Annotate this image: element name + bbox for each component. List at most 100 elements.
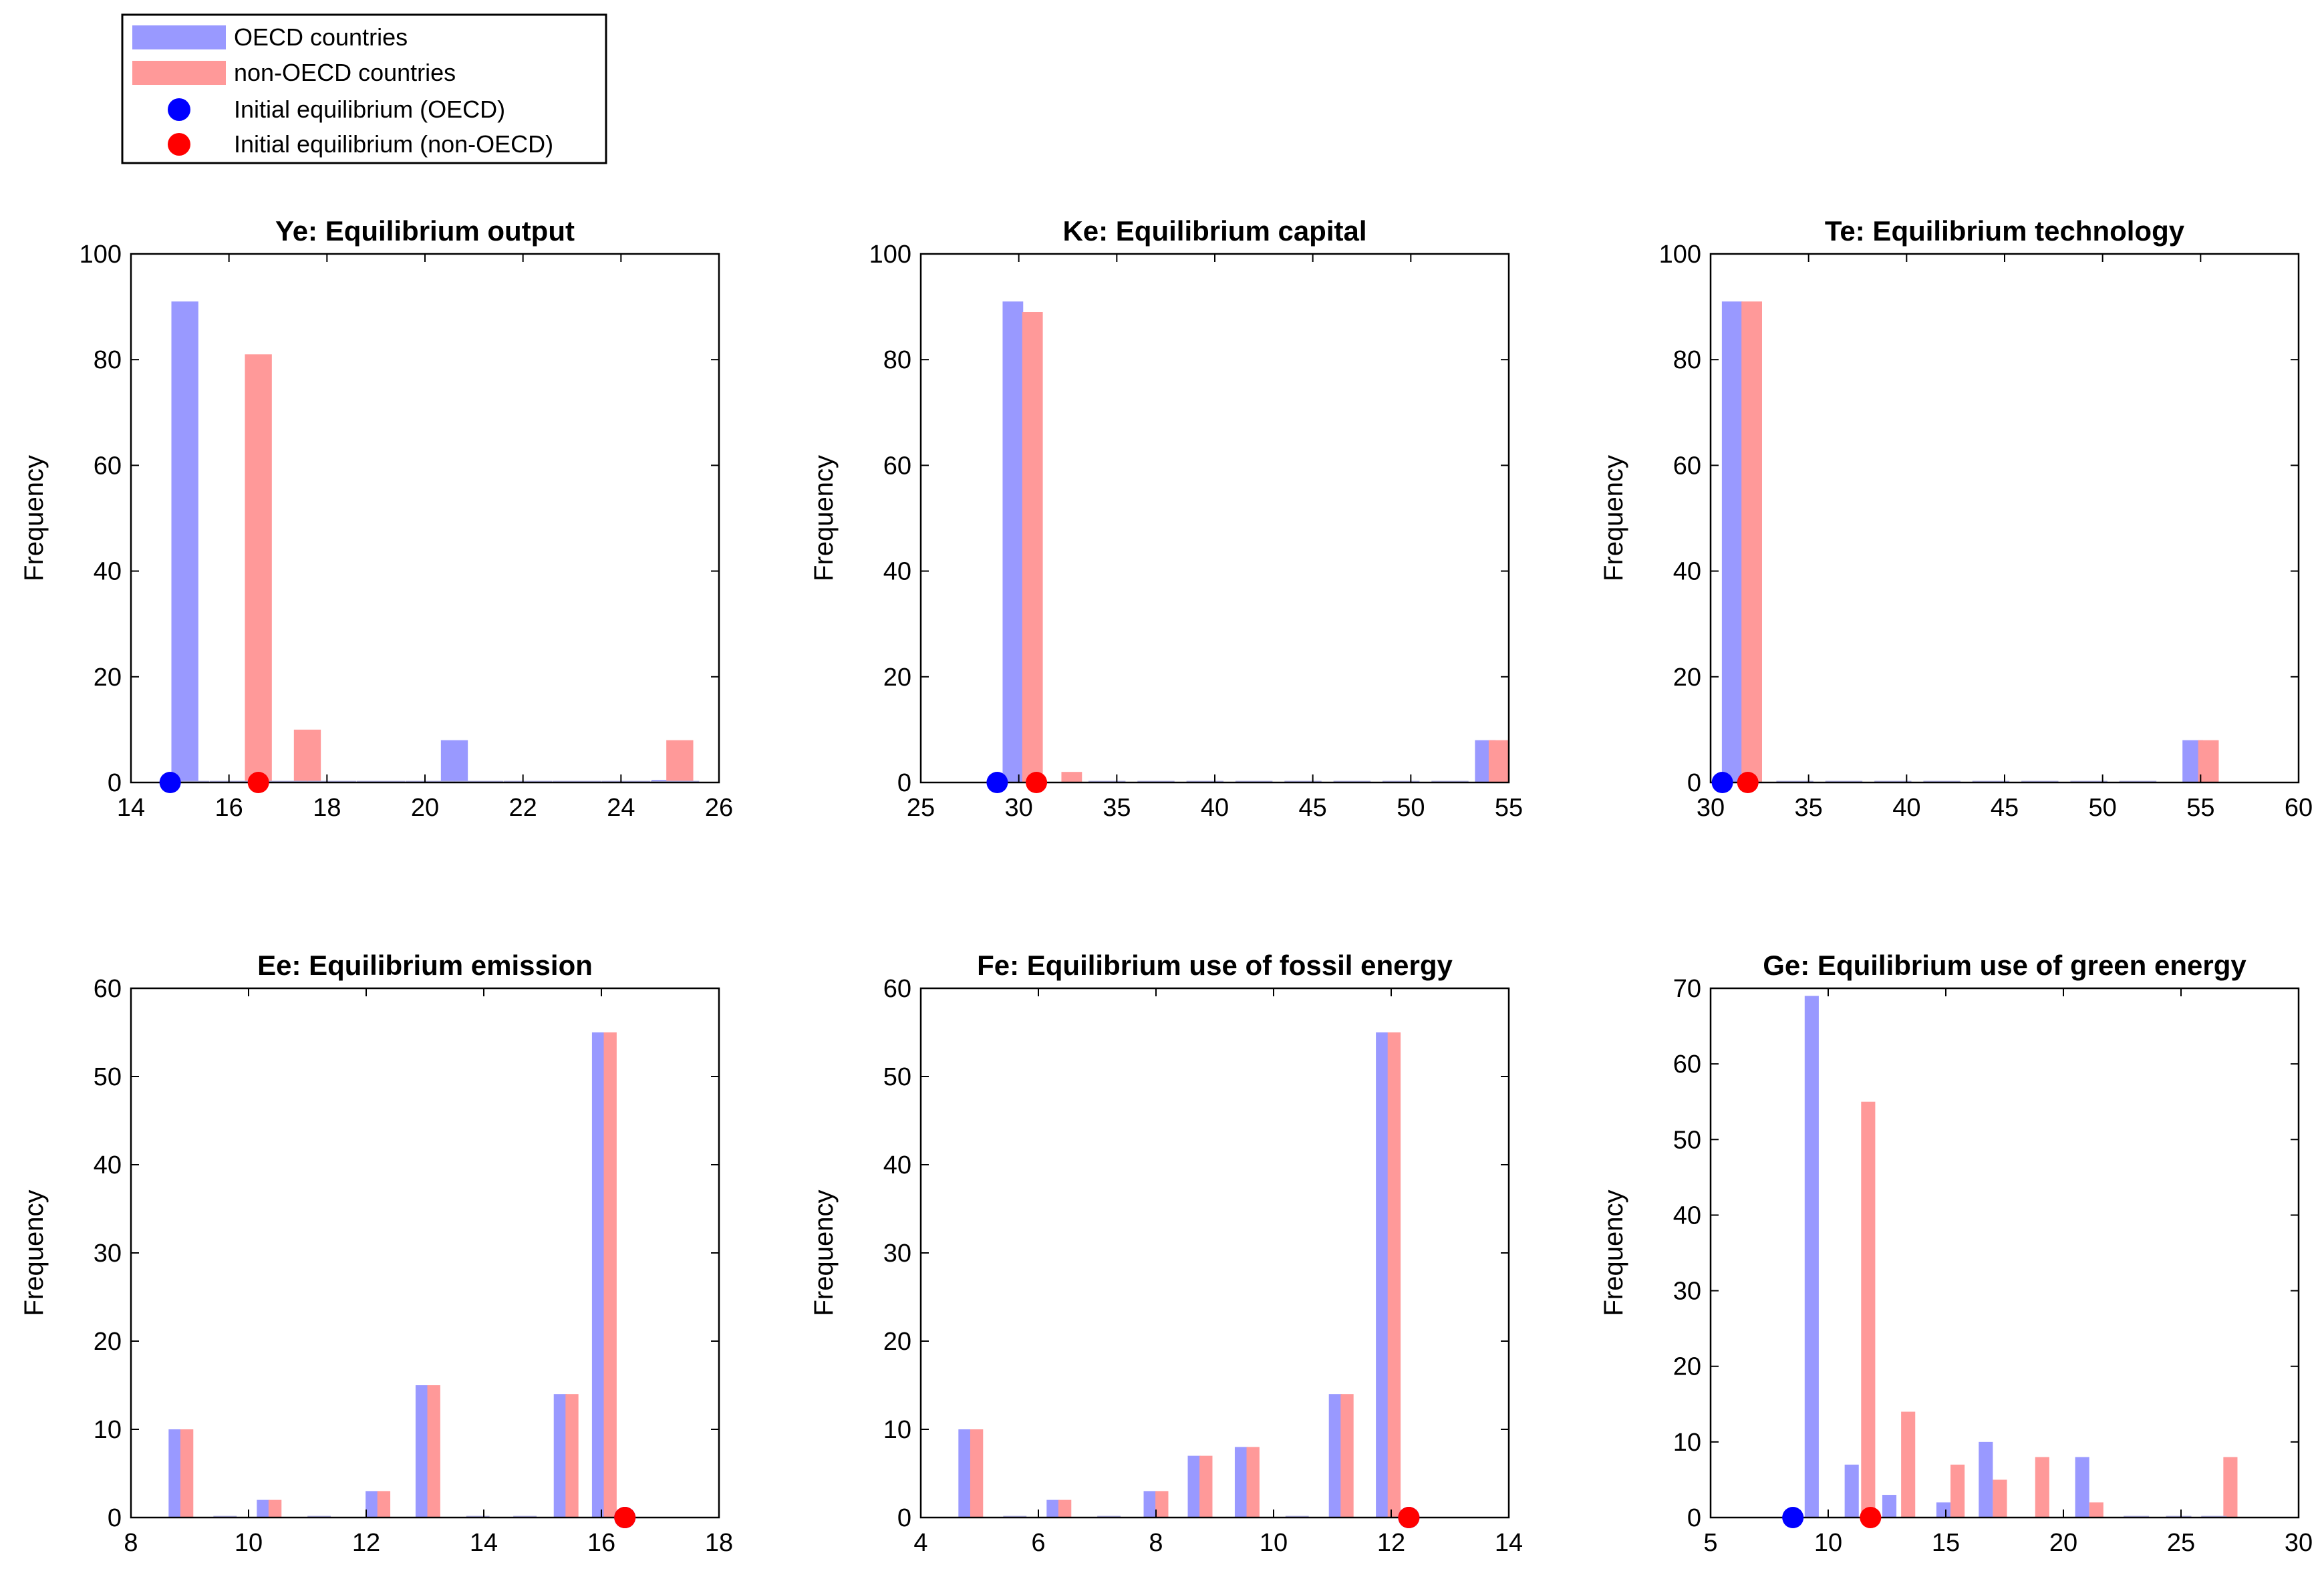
legend-swatch-oecd <box>132 25 226 49</box>
x-tick-label: 8 <box>1149 1529 1163 1557</box>
bar-oecd <box>553 1394 567 1518</box>
y-tick-label: 60 <box>94 452 122 480</box>
y-tick-label: 100 <box>80 241 122 269</box>
x-tick-label: 18 <box>313 794 341 822</box>
x-tick-label: 8 <box>124 1529 138 1557</box>
y-axis-label: Frequency <box>809 1190 839 1316</box>
y-tick-label: 60 <box>1673 452 1701 480</box>
y-tick-label: 60 <box>883 452 911 480</box>
chart-panel-6: 0 10 20 30 40 50 60 70 5 10 15 20 25 30 Ge: Equilibriu… <box>1599 950 2313 1557</box>
bar-oecd <box>440 740 468 782</box>
legend-label-initial-oecd: Initial equilibrium (OECD) <box>234 96 505 123</box>
bar-oecd <box>1979 1441 1993 1518</box>
x-tick-label: 6 <box>1031 1529 1045 1557</box>
x-tick-label: 10 <box>1260 1529 1288 1557</box>
bar-non-oecd <box>1993 1479 2007 1518</box>
marker-initial-non-oecd <box>1860 1507 1882 1528</box>
y-axis-label: Frequency <box>1599 455 1628 581</box>
bar-oecd <box>2075 1457 2089 1518</box>
bar-non-oecd <box>1155 1491 1169 1518</box>
bar-non-oecd <box>245 354 272 782</box>
x-tick-label: 30 <box>1005 794 1033 822</box>
bar-oecd <box>1234 1447 1248 1518</box>
bar-non-oecd <box>2035 1457 2049 1518</box>
y-tick-label: 10 <box>1673 1429 1701 1457</box>
x-tick-label: 5 <box>1703 1529 1717 1557</box>
y-tick-label: 100 <box>1659 241 1701 269</box>
y-tick-label: 0 <box>108 1504 122 1532</box>
marker-initial-non-oecd <box>614 1507 636 1528</box>
x-tick-label: 15 <box>1932 1529 1960 1557</box>
chart-title: Te: Equilibrium technology <box>1825 215 2185 247</box>
chart-title: Ye: Equilibrium output <box>275 215 575 247</box>
bar-non-oecd <box>1488 740 1509 782</box>
x-tick-label: 25 <box>2167 1529 2195 1557</box>
chart-title: Ee: Equilibrium emission <box>257 950 593 981</box>
legend-label-initial-non-oecd: Initial equilibrium (non-OECD) <box>234 130 553 158</box>
y-tick-label: 60 <box>883 975 911 1003</box>
chart-title: Ke: Equilibrium capital <box>1062 215 1366 247</box>
bar-oecd <box>415 1385 429 1518</box>
x-tick-label: 30 <box>1697 794 1725 822</box>
x-tick-label: 26 <box>705 794 733 822</box>
y-axis-label: Frequency <box>809 455 839 581</box>
bar-oecd <box>1882 1495 1897 1518</box>
x-tick-label: 60 <box>2285 794 2313 822</box>
y-tick-label: 50 <box>1673 1126 1701 1154</box>
x-tick-label: 40 <box>1892 794 1920 822</box>
bar-non-oecd <box>1387 1032 1401 1518</box>
bar-non-oecd <box>603 1032 617 1518</box>
x-tick-label: 20 <box>411 794 439 822</box>
legend: OECD countries non-OECD countries Initia… <box>121 13 607 164</box>
y-tick-label: 20 <box>94 1328 122 1356</box>
x-tick-label: 50 <box>1397 794 1425 822</box>
x-tick-label: 22 <box>509 794 537 822</box>
y-tick-label: 20 <box>94 664 122 692</box>
x-tick-label: 16 <box>215 794 243 822</box>
bar-non-oecd <box>427 1385 440 1518</box>
y-tick-label: 0 <box>897 769 911 797</box>
chart-panel-3: 0 20 40 60 80 100 30 35 40 45 50 55 60 Te: Equilibriu… <box>1599 215 2313 822</box>
axes-frame <box>1709 987 2300 1519</box>
y-tick-label: 0 <box>1687 1504 1701 1532</box>
bar-non-oecd <box>970 1429 984 1518</box>
bar-oecd <box>1187 1455 1201 1518</box>
y-tick-label: 40 <box>94 558 122 586</box>
y-tick-label: 80 <box>94 346 122 374</box>
y-tick-label: 100 <box>869 241 911 269</box>
bar-oecd <box>1046 1499 1060 1518</box>
bar-non-oecd <box>1741 301 1762 782</box>
x-tick-label: 55 <box>1495 794 1523 822</box>
y-tick-label: 0 <box>897 1504 911 1532</box>
marker-initial-non-oecd <box>1398 1507 1420 1528</box>
x-tick-label: 12 <box>352 1529 380 1557</box>
bar-non-oecd <box>1061 772 1082 782</box>
y-tick-label: 20 <box>1673 1353 1701 1381</box>
legend-label-non-oecd: non-OECD countries <box>234 59 456 86</box>
marker-initial-oecd <box>159 772 181 793</box>
y-tick-label: 60 <box>1673 1050 1701 1079</box>
chart-title: Ge: Equilibrium use of green energy <box>1763 950 2246 981</box>
bar-non-oecd <box>1901 1411 1916 1518</box>
bar-non-oecd <box>268 1499 282 1518</box>
bar-oecd <box>1002 301 1024 782</box>
bar-non-oecd <box>1861 1101 1876 1518</box>
marker-initial-oecd <box>1711 772 1733 793</box>
y-tick-label: 40 <box>94 1151 122 1179</box>
bar-oecd <box>1328 1394 1342 1518</box>
x-tick-label: 18 <box>705 1529 733 1557</box>
chart-title: Fe: Equilibrium use of fossil energy <box>977 950 1453 981</box>
bar-oecd <box>171 301 198 782</box>
bar-oecd <box>168 1429 182 1518</box>
bar-non-oecd <box>2089 1502 2103 1518</box>
legend-marker-oecd <box>168 98 190 121</box>
y-tick-label: 40 <box>1673 1201 1701 1230</box>
bar-oecd <box>366 1491 379 1518</box>
x-tick-label: 10 <box>1814 1529 1842 1557</box>
x-tick-label: 50 <box>2089 794 2117 822</box>
marker-initial-oecd <box>986 772 1008 793</box>
y-tick-label: 40 <box>883 1151 911 1179</box>
bar-non-oecd <box>1246 1447 1260 1518</box>
legend-label-oecd: OECD countries <box>234 23 408 51</box>
